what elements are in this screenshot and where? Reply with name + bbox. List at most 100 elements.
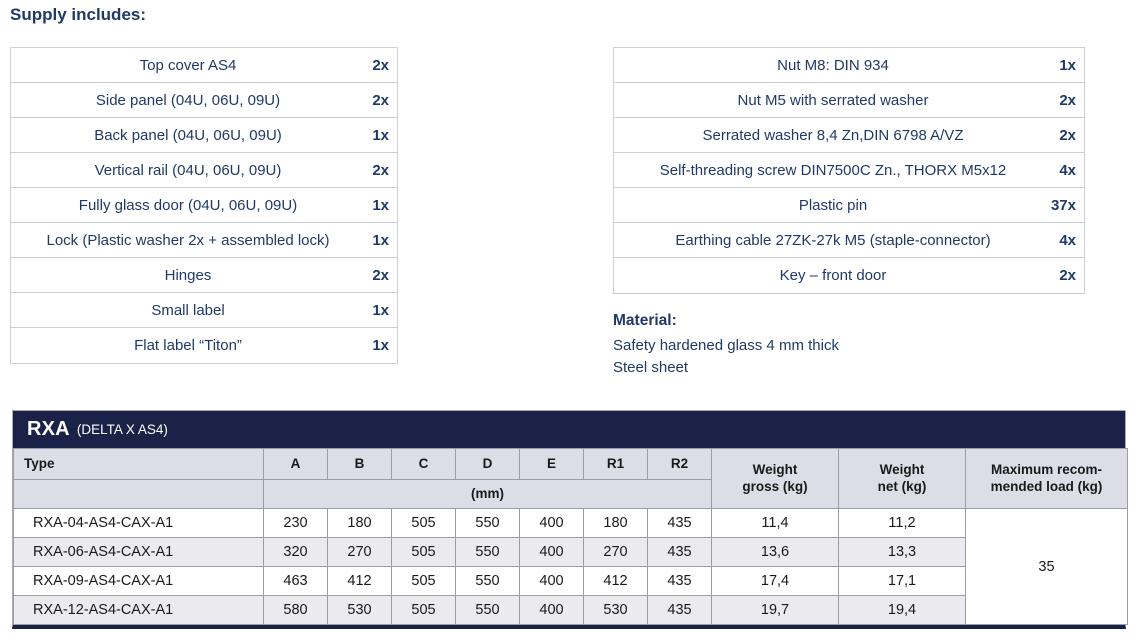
cell-b: 180	[327, 508, 392, 538]
material-heading: Material:	[613, 312, 677, 329]
cell-b: 412	[327, 566, 392, 596]
supply-row: Serrated washer 8,4 Zn,DIN 6798 A/VZ 2x	[614, 118, 1084, 153]
supply-item-qty: 4x	[1059, 231, 1076, 249]
col-header-weight-net: Weight net (kg)	[838, 448, 966, 509]
cell-c: 505	[391, 595, 456, 625]
cell-weight-gross: 13,6	[711, 537, 839, 567]
cell-d: 550	[455, 566, 520, 596]
supply-item-label: Nut M8: DIN 934	[777, 56, 889, 74]
cell-b: 270	[327, 537, 392, 567]
col-header-max-load: Maximum recom- mended load (kg)	[965, 448, 1128, 509]
supply-row: Lock (Plastic washer 2x + assembled lock…	[11, 223, 397, 258]
cell-type: RXA-06-AS4-CAX-A1	[13, 537, 264, 567]
cell-r1: 180	[583, 508, 648, 538]
col-header-b: B	[327, 448, 392, 480]
cell-weight-gross: 19,7	[711, 595, 839, 625]
cell-r2: 435	[647, 595, 712, 625]
supply-item-label: Hinges	[164, 266, 212, 284]
supply-item-label: Serrated washer 8,4 Zn,DIN 6798 A/VZ	[702, 126, 964, 144]
cell-weight-gross: 17,4	[711, 566, 839, 596]
cell-r1: 412	[583, 566, 648, 596]
cell-type: RXA-04-AS4-CAX-A1	[13, 508, 264, 538]
cell-weight-net: 17,1	[838, 566, 966, 596]
supply-row: Nut M5 with serrated washer 2x	[614, 83, 1084, 118]
supply-item-label: Top cover AS4	[139, 56, 237, 74]
page-title: Supply includes:	[10, 5, 147, 24]
cell-c: 505	[391, 537, 456, 567]
cell-type: RXA-12-AS4-CAX-A1	[13, 595, 264, 625]
supply-item-qty: 2x	[1059, 126, 1076, 144]
cell-d: 550	[455, 508, 520, 538]
col-header-weight-gross: Weight gross (kg)	[711, 448, 839, 509]
col-header-empty	[13, 479, 264, 509]
cell-r1: 270	[583, 537, 648, 567]
cell-e: 400	[519, 537, 584, 567]
supply-item-label: Flat label “Titon”	[134, 337, 242, 354]
supply-item-qty: 1x	[1059, 56, 1076, 74]
table-row: RXA-12-AS4-CAX-A1 580 530 505 550 400 53…	[13, 595, 1128, 625]
supply-item-label: Key – front door	[779, 267, 887, 284]
material-block: Material: Safety hardened glass 4 mm thi…	[613, 312, 839, 379]
spec-table-banner: RXA (DELTA X AS4)	[13, 411, 1125, 448]
supply-item-label: Earthing cable 27ZK-27k M5 (staple-conne…	[675, 231, 991, 249]
cell-a: 580	[263, 595, 328, 625]
supply-item-qty: 2x	[372, 91, 389, 109]
supply-item-label: Lock (Plastic washer 2x + assembled lock…	[46, 231, 330, 249]
spec-table: RXA (DELTA X AS4) Type A B C D E R1 R2 W…	[12, 410, 1128, 629]
supply-item-qty: 2x	[372, 161, 389, 179]
supply-item-qty: 37x	[1050, 196, 1076, 214]
supply-item-label: Plastic pin	[798, 196, 868, 214]
material-line: Safety hardened glass 4 mm thick	[613, 337, 839, 354]
supply-row: Back panel (04U, 06U, 09U) 1x	[11, 118, 397, 153]
table-row: RXA-09-AS4-CAX-A1 463 412 505 550 400 41…	[13, 566, 1128, 596]
supply-item-label: Self-threading screw DIN7500C Zn., THORX…	[659, 161, 1007, 179]
col-header-a: A	[263, 448, 328, 480]
cell-e: 400	[519, 566, 584, 596]
supply-item-label: Vertical rail (04U, 06U, 09U)	[94, 161, 282, 179]
supply-item-label: Back panel (04U, 06U, 09U)	[94, 126, 282, 144]
supply-row: Fully glass door (04U, 06U, 09U) 1x	[11, 188, 397, 223]
cell-a: 230	[263, 508, 328, 538]
cell-e: 400	[519, 595, 584, 625]
supply-row: Plastic pin 37x	[614, 188, 1084, 223]
supply-item-qty: 2x	[372, 56, 389, 74]
cell-c: 505	[391, 566, 456, 596]
cell-c: 505	[391, 508, 456, 538]
supply-item-qty: 1x	[372, 196, 389, 214]
col-header-unit: (mm)	[263, 479, 712, 509]
cell-weight-net: 11,2	[838, 508, 966, 538]
supply-item-qty: 2x	[372, 266, 389, 284]
cell-max-load: 35	[965, 508, 1128, 625]
spec-table-subtitle: (DELTA X AS4)	[76, 422, 168, 437]
supply-row: Small label 1x	[11, 293, 397, 328]
cell-r2: 435	[647, 508, 712, 538]
cell-weight-net: 13,3	[838, 537, 966, 567]
cell-r2: 435	[647, 537, 712, 567]
cell-d: 550	[455, 537, 520, 567]
cell-r1: 530	[583, 595, 648, 625]
supply-item-qty: 4x	[1059, 161, 1076, 179]
supply-item-qty: 2x	[1059, 267, 1076, 284]
col-header-d: D	[455, 448, 520, 480]
supply-item-label: Nut M5 with serrated washer	[737, 91, 929, 109]
cell-weight-net: 19,4	[838, 595, 966, 625]
supply-item-label: Side panel (04U, 06U, 09U)	[95, 91, 281, 109]
supply-row: Flat label “Titon” 1x	[11, 328, 397, 363]
supply-item-qty: 1x	[372, 301, 389, 319]
supply-row: Side panel (04U, 06U, 09U) 2x	[11, 83, 397, 118]
supply-table-left: Top cover AS4 2x Side panel (04U, 06U, 09…	[10, 47, 398, 364]
supply-row: Earthing cable 27ZK-27k M5 (staple-conne…	[614, 223, 1084, 258]
cell-b: 530	[327, 595, 392, 625]
cell-weight-gross: 11,4	[711, 508, 839, 538]
col-header-r1: R1	[583, 448, 648, 480]
supply-row: Vertical rail (04U, 06U, 09U) 2x	[11, 153, 397, 188]
material-line: Steel sheet	[613, 359, 689, 376]
cell-type: RXA-09-AS4-CAX-A1	[13, 566, 264, 596]
supply-item-label: Fully glass door (04U, 06U, 09U)	[78, 196, 298, 214]
supply-item-qty: 2x	[1059, 91, 1076, 109]
supply-row: Self-threading screw DIN7500C Zn., THORX…	[614, 153, 1084, 188]
cell-d: 550	[455, 595, 520, 625]
supply-item-qty: 1x	[372, 337, 389, 354]
cell-e: 400	[519, 508, 584, 538]
supply-row: Top cover AS4 2x	[11, 48, 397, 83]
